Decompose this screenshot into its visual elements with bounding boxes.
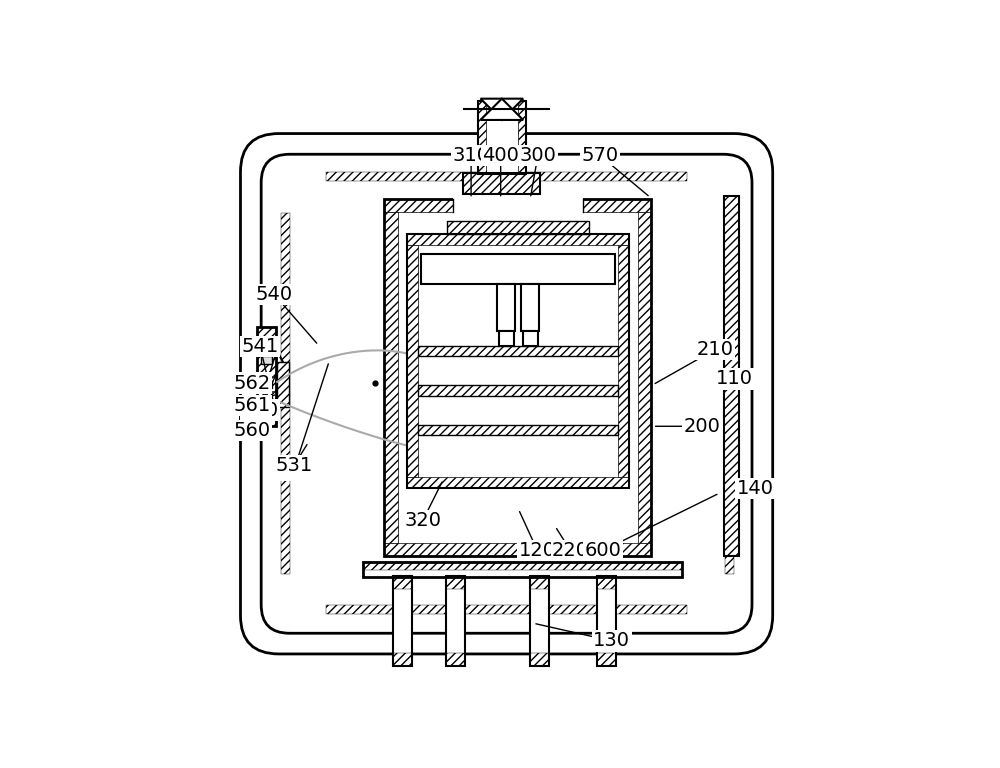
Bar xyxy=(384,199,651,212)
Bar xyxy=(257,327,276,426)
Text: 540: 540 xyxy=(256,285,293,304)
Text: 300: 300 xyxy=(519,146,556,165)
Bar xyxy=(453,197,583,213)
Bar xyxy=(724,196,739,556)
Bar xyxy=(478,101,486,174)
Text: 600: 600 xyxy=(585,541,621,560)
Bar xyxy=(499,331,514,346)
Bar xyxy=(261,398,272,405)
Text: 400: 400 xyxy=(482,146,519,165)
Bar xyxy=(257,351,276,376)
Bar xyxy=(597,576,616,589)
Bar xyxy=(530,576,549,666)
Bar xyxy=(326,605,687,614)
Text: 320: 320 xyxy=(404,511,441,531)
Bar xyxy=(618,245,629,477)
Text: 220: 220 xyxy=(552,541,589,560)
Bar xyxy=(393,576,412,666)
Bar xyxy=(518,101,526,174)
Bar xyxy=(486,101,518,174)
Bar xyxy=(257,407,276,426)
Bar xyxy=(446,576,465,589)
Bar xyxy=(277,362,289,407)
Bar xyxy=(421,254,615,283)
Text: 210: 210 xyxy=(697,340,734,359)
Bar xyxy=(326,172,687,181)
Text: 310: 310 xyxy=(453,146,490,165)
Text: 561: 561 xyxy=(234,396,271,415)
Bar xyxy=(521,283,539,331)
Bar xyxy=(407,477,629,488)
Bar xyxy=(407,234,629,488)
Bar xyxy=(407,234,629,488)
Bar xyxy=(257,376,276,392)
Text: 130: 130 xyxy=(593,631,630,650)
Bar xyxy=(447,221,589,234)
Text: 200: 200 xyxy=(683,417,720,435)
Text: 560: 560 xyxy=(234,421,271,440)
Text: 140: 140 xyxy=(736,479,773,498)
Bar xyxy=(363,562,682,577)
Bar xyxy=(393,576,412,666)
Bar xyxy=(446,653,465,666)
Bar xyxy=(393,576,412,589)
Bar xyxy=(725,214,734,574)
Polygon shape xyxy=(481,98,523,120)
Bar xyxy=(384,543,651,556)
Bar xyxy=(281,214,290,574)
Polygon shape xyxy=(481,98,523,120)
Bar xyxy=(257,392,276,407)
Bar xyxy=(463,173,540,194)
Bar xyxy=(418,346,618,356)
Bar xyxy=(530,653,549,666)
Bar xyxy=(257,327,276,350)
Text: 100: 100 xyxy=(275,461,312,480)
Bar xyxy=(497,283,515,331)
Text: 531: 531 xyxy=(275,456,312,475)
Text: 150: 150 xyxy=(241,401,279,420)
Text: 562: 562 xyxy=(234,373,271,392)
Bar xyxy=(418,386,618,396)
Bar xyxy=(277,362,289,407)
Bar xyxy=(597,576,616,666)
Bar xyxy=(418,425,618,435)
Text: 110: 110 xyxy=(716,369,753,389)
Bar xyxy=(418,346,618,356)
Bar xyxy=(261,381,272,388)
Bar xyxy=(363,562,682,577)
Text: 541: 541 xyxy=(241,337,279,356)
Bar xyxy=(418,386,618,396)
Text: 120: 120 xyxy=(519,541,556,560)
Bar xyxy=(384,212,398,543)
Bar xyxy=(446,576,465,666)
Bar xyxy=(393,653,412,666)
Bar xyxy=(261,356,272,363)
Bar xyxy=(638,212,651,543)
Bar xyxy=(523,331,538,346)
Bar xyxy=(446,576,465,666)
Bar xyxy=(530,576,549,666)
Bar xyxy=(384,199,651,556)
Bar xyxy=(407,245,418,477)
Bar xyxy=(447,221,589,234)
Text: 570: 570 xyxy=(581,146,619,165)
Bar xyxy=(478,101,526,174)
Bar xyxy=(597,653,616,666)
Bar xyxy=(407,234,629,245)
Bar xyxy=(724,196,739,556)
Bar xyxy=(384,199,651,556)
Bar xyxy=(463,173,540,194)
Bar xyxy=(363,562,682,570)
Bar xyxy=(418,425,618,435)
FancyBboxPatch shape xyxy=(240,134,773,654)
Bar xyxy=(530,576,549,589)
Bar xyxy=(597,576,616,666)
